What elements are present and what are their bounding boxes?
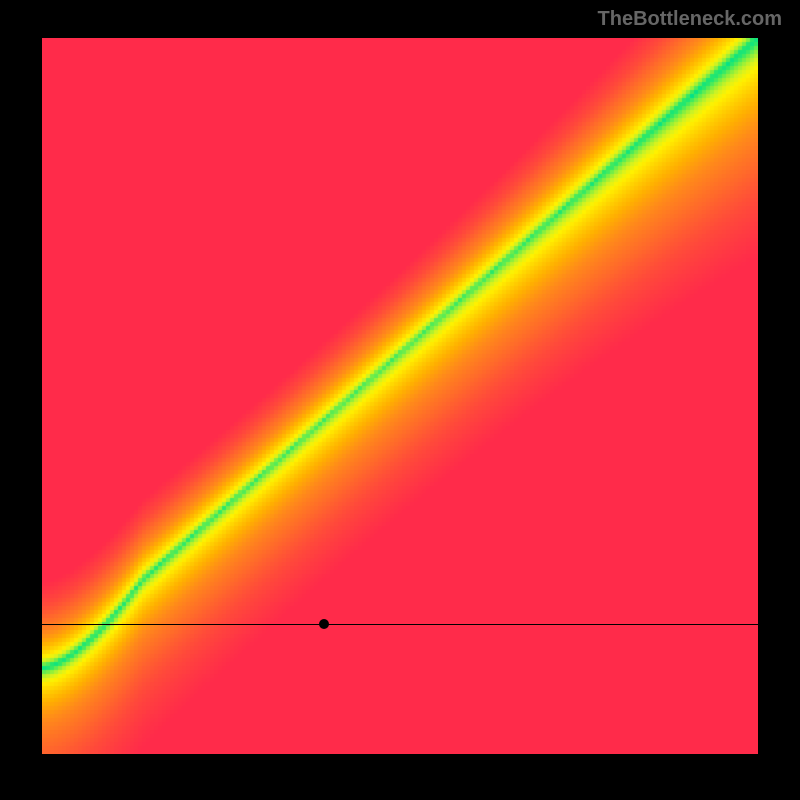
chart-container: TheBottleneck.com bbox=[0, 0, 800, 800]
watermark-label: TheBottleneck.com bbox=[598, 8, 782, 31]
bottleneck-heatmap bbox=[42, 38, 758, 754]
data-point-marker bbox=[319, 619, 329, 629]
heatmap-canvas bbox=[42, 38, 758, 754]
crosshair-vertical bbox=[324, 754, 325, 800]
crosshair-horizontal bbox=[42, 624, 758, 625]
